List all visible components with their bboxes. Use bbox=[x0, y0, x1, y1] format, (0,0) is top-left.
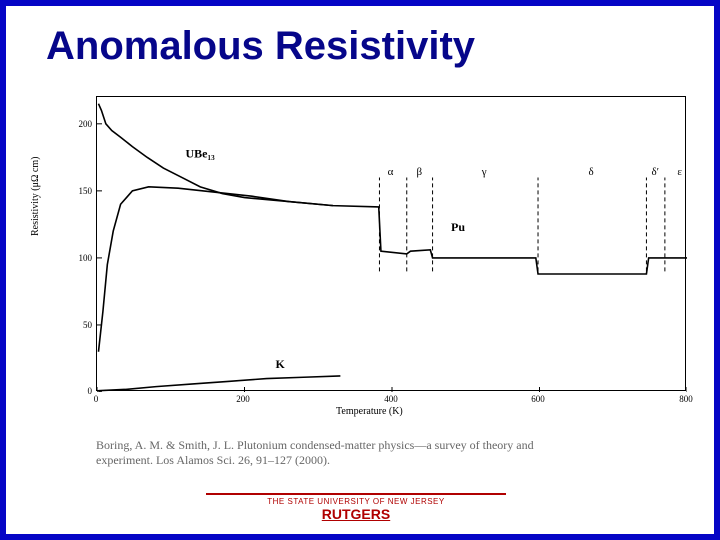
phase-label: δ bbox=[589, 166, 594, 178]
xtick-0: 0 bbox=[94, 394, 99, 404]
phase-label: β bbox=[416, 166, 422, 178]
footer-divider bbox=[206, 493, 506, 495]
phase-label: ε bbox=[677, 166, 682, 178]
series-label-UBe13: UBe₁₃ bbox=[186, 146, 216, 160]
ytick-4: 200 bbox=[66, 119, 92, 129]
xtick-4: 800 bbox=[679, 394, 693, 404]
xtick-1: 200 bbox=[236, 394, 250, 404]
series-K bbox=[98, 376, 340, 391]
ytick-0: 0 bbox=[66, 386, 92, 396]
chart-area: α β γ δ δ′ ε UBe₁₃ Pu K bbox=[96, 96, 686, 391]
phase-label: α bbox=[388, 166, 394, 178]
footer-university: THE STATE UNIVERSITY OF NEW JERSEY bbox=[206, 497, 506, 506]
phase-label: γ bbox=[481, 166, 487, 178]
citation: Boring, A. M. & Smith, J. L. Plutonium c… bbox=[96, 438, 534, 468]
phase-label: δ′ bbox=[651, 166, 659, 178]
citation-line-1: Boring, A. M. & Smith, J. L. Plutonium c… bbox=[96, 438, 534, 453]
xtick-3: 600 bbox=[531, 394, 545, 404]
ytick-2: 100 bbox=[66, 253, 92, 263]
chart-container: Resistivity (μΩ cm) Temperature (K) 0 50… bbox=[36, 86, 696, 426]
series-label-K: K bbox=[275, 357, 285, 371]
ytick-1: 50 bbox=[66, 320, 92, 330]
chart-svg: α β γ δ δ′ ε UBe₁₃ Pu K bbox=[97, 97, 687, 392]
xtick-2: 400 bbox=[384, 394, 398, 404]
series-label-Pu: Pu bbox=[451, 220, 465, 234]
citation-line-2: experiment. Los Alamos Sci. 26, 91–127 (… bbox=[96, 453, 534, 468]
footer: THE STATE UNIVERSITY OF NEW JERSEY RUTGE… bbox=[206, 493, 506, 522]
series-Pu bbox=[98, 187, 687, 352]
footer-rutgers: RUTGERS bbox=[206, 506, 506, 522]
y-axis-label: Resistivity (μΩ cm) bbox=[30, 157, 41, 236]
x-axis-label: Temperature (K) bbox=[336, 406, 403, 417]
page-title: Anomalous Resistivity bbox=[46, 24, 475, 69]
ytick-3: 150 bbox=[66, 186, 92, 196]
